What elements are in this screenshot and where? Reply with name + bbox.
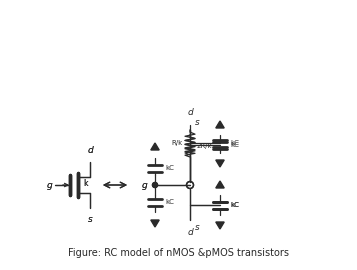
Text: s: s xyxy=(195,223,200,232)
Text: d: d xyxy=(87,146,93,155)
Polygon shape xyxy=(216,121,224,128)
Circle shape xyxy=(152,183,157,187)
Text: kC: kC xyxy=(230,142,239,148)
Text: s: s xyxy=(87,215,92,224)
Text: kC: kC xyxy=(230,140,239,146)
Text: g: g xyxy=(141,181,147,190)
Text: s: s xyxy=(87,215,92,224)
Text: kC: kC xyxy=(165,199,174,205)
Text: k: k xyxy=(83,180,87,188)
Text: kC: kC xyxy=(230,202,239,208)
Text: g: g xyxy=(141,181,147,190)
Text: k: k xyxy=(83,180,87,188)
Text: g: g xyxy=(46,181,52,190)
Text: g: g xyxy=(46,181,52,190)
Text: Figure: RC model of nMOS &pMOS transistors: Figure: RC model of nMOS &pMOS transisto… xyxy=(67,248,288,258)
Text: kC: kC xyxy=(230,202,239,208)
Text: d: d xyxy=(187,108,193,117)
Circle shape xyxy=(152,183,157,187)
Polygon shape xyxy=(216,181,224,188)
Text: 2R/k: 2R/k xyxy=(197,143,213,149)
Text: R/k: R/k xyxy=(172,140,183,146)
Text: kC: kC xyxy=(165,165,174,171)
Polygon shape xyxy=(151,220,159,227)
Text: d: d xyxy=(87,146,93,155)
Text: d: d xyxy=(187,228,193,237)
Polygon shape xyxy=(216,222,224,229)
Polygon shape xyxy=(216,160,224,167)
Polygon shape xyxy=(151,143,159,150)
Text: s: s xyxy=(195,118,200,127)
